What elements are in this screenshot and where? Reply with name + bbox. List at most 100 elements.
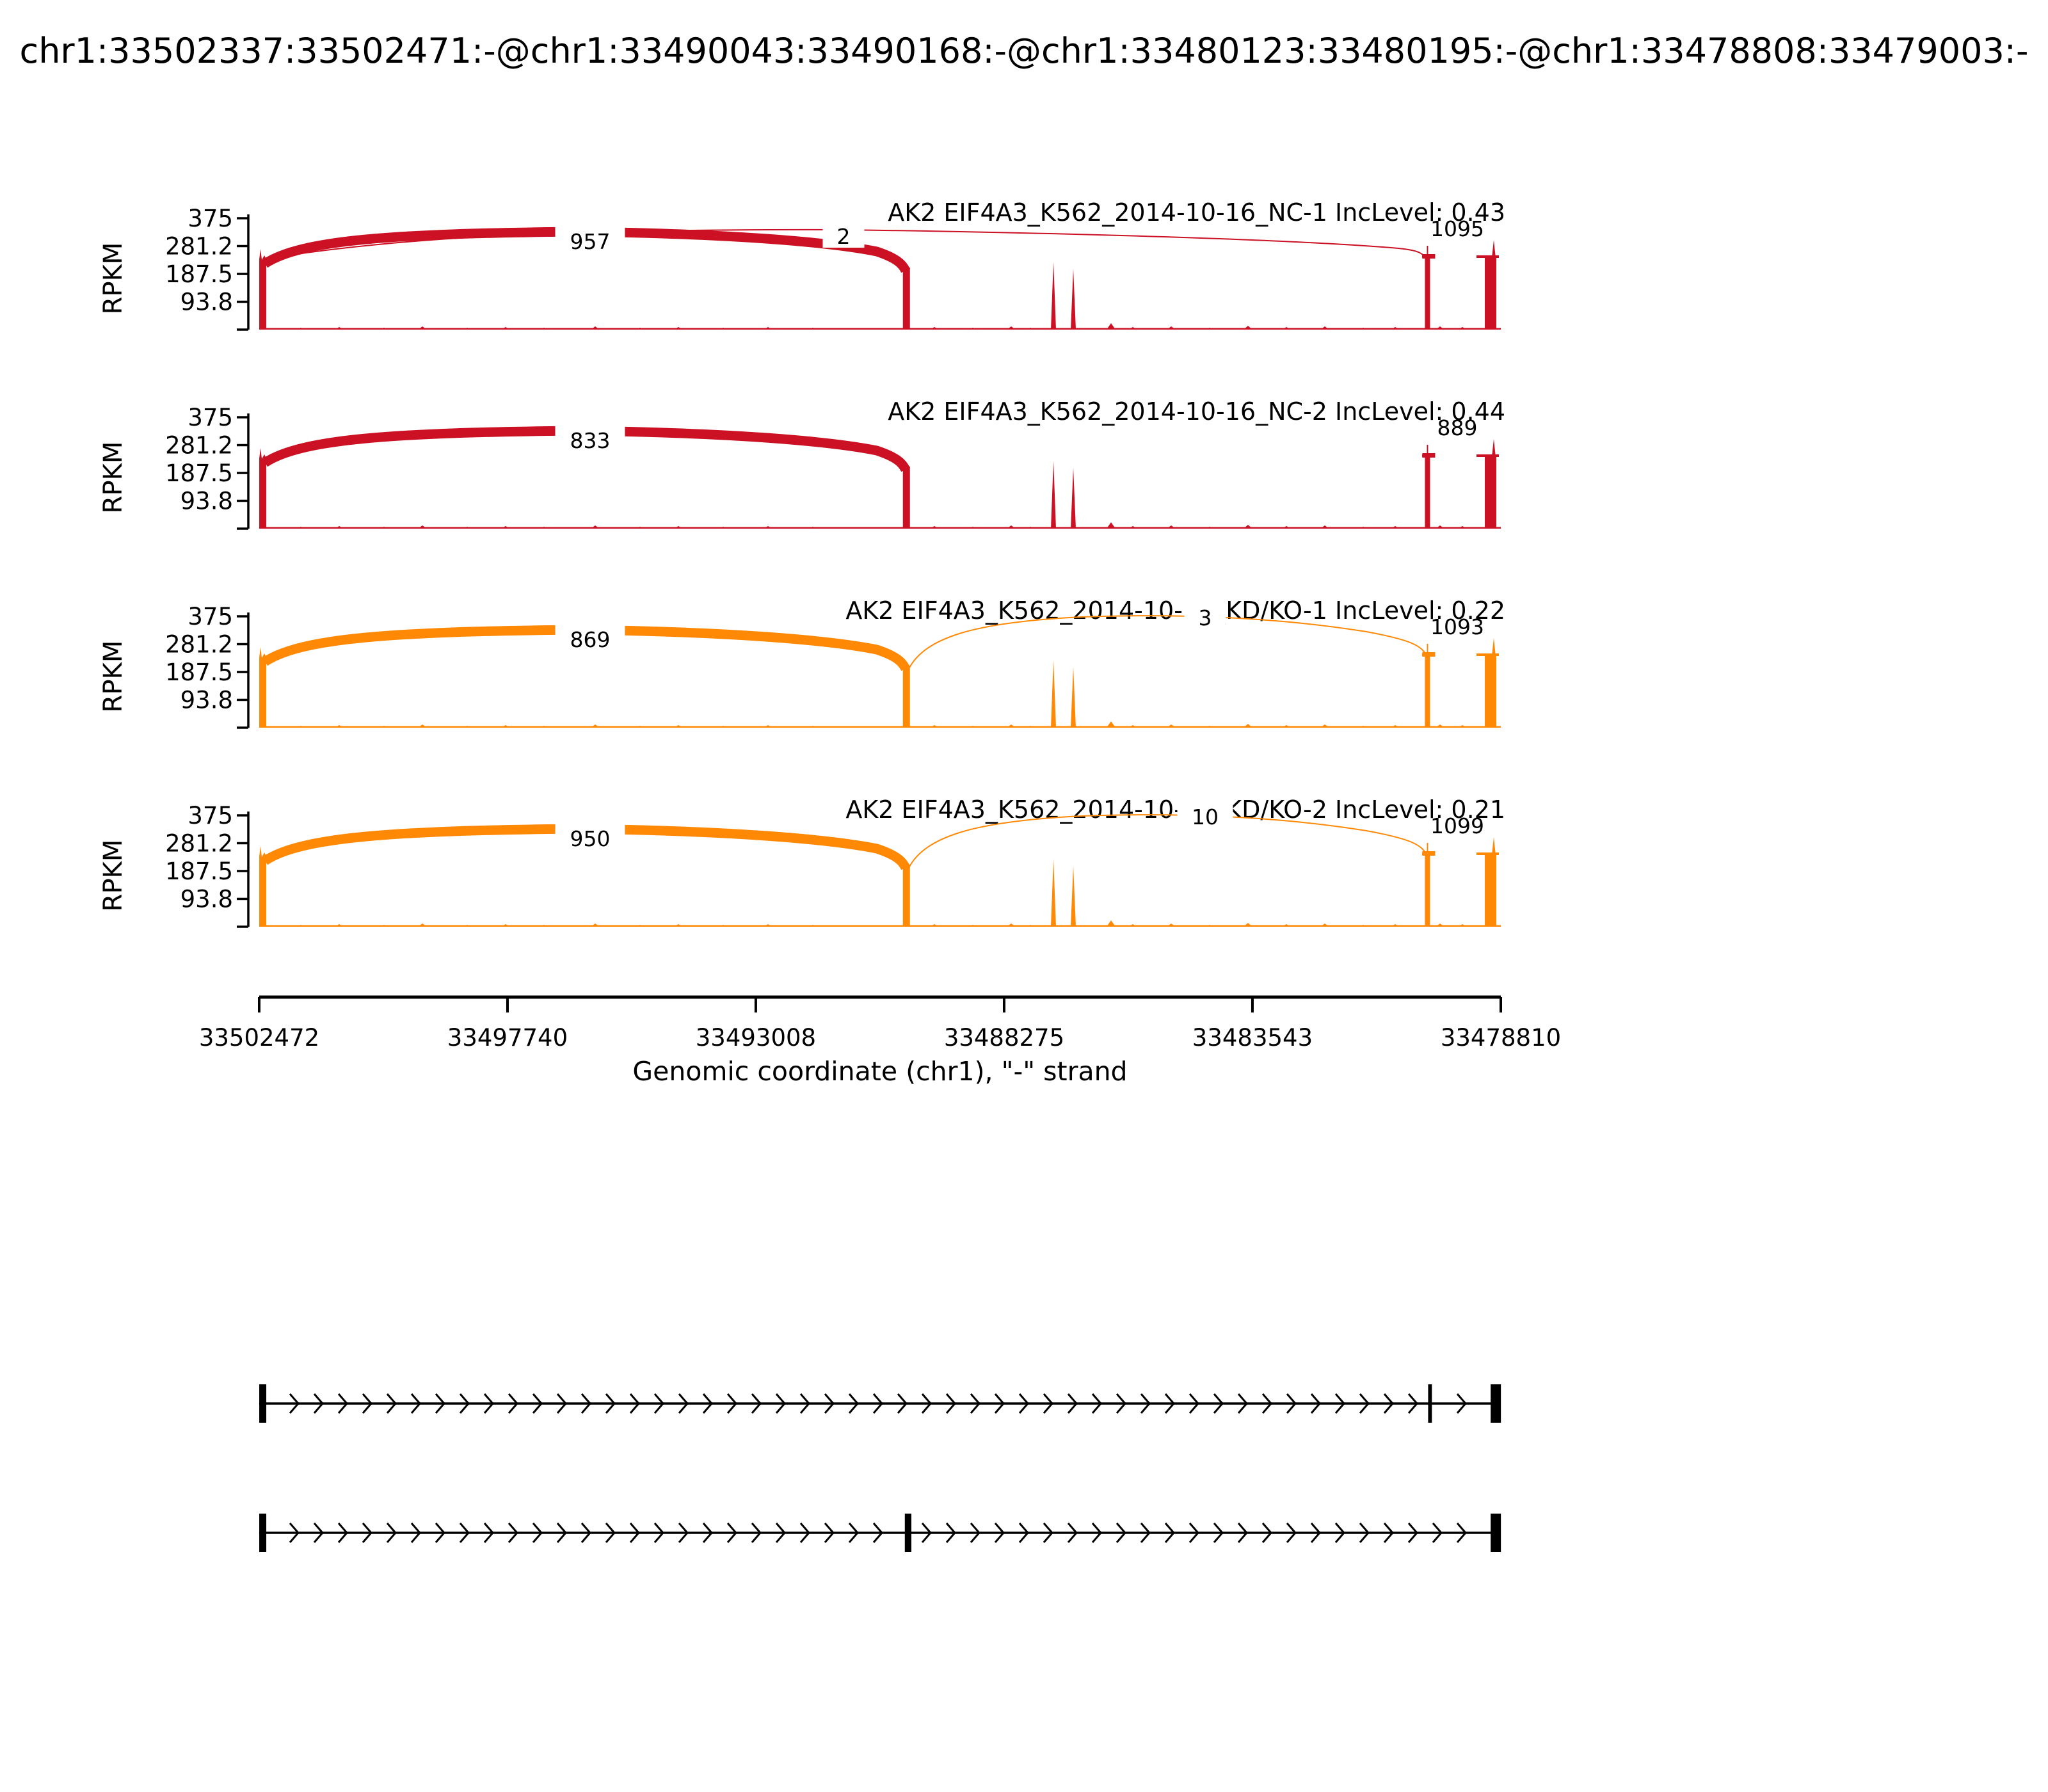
intron-arrow-chevron	[1310, 1523, 1321, 1543]
intron-arrow-chevron	[1018, 1393, 1029, 1414]
junction-count-label: 1095	[1430, 216, 1484, 241]
intron-arrow-chevron	[726, 1393, 737, 1414]
coverage-downstream-spike	[1492, 837, 1496, 855]
intron-arrow-chevron	[1067, 1393, 1078, 1414]
coverage-noise	[1107, 323, 1116, 330]
coverage-downstream-spike	[1492, 240, 1496, 258]
junction-count-label: 1093	[1430, 614, 1484, 639]
coverage-noise	[764, 526, 772, 529]
intron-arrow-chevron	[1043, 1523, 1053, 1543]
coverage-noise	[296, 527, 305, 529]
x-tick-label: 33478810	[1441, 1024, 1561, 1052]
intron-arrow-chevron	[1261, 1523, 1272, 1543]
y-tick-label: 375	[188, 205, 233, 232]
junction-count-label: 10	[1192, 804, 1219, 829]
intron-arrow-chevron	[532, 1393, 543, 1414]
y-tick-label: 281.2	[165, 830, 233, 858]
coverage-spike	[1071, 468, 1076, 529]
coverage-noise	[463, 925, 472, 927]
coverage-noise	[1391, 924, 1400, 927]
intron-arrow-chevron	[848, 1393, 859, 1414]
junction-label-box	[822, 217, 865, 248]
coverage-noise	[335, 327, 344, 330]
coverage-noise	[296, 726, 305, 728]
intron-arrow-chevron	[459, 1393, 470, 1414]
intron-arrow-chevron	[1334, 1523, 1345, 1543]
coverage-downstream-exon	[1485, 457, 1496, 529]
track-title: AK2 EIF4A3_K562_2014-10-16_NC-2 IncLevel…	[888, 397, 1505, 426]
coverage-noise	[418, 924, 427, 927]
intron-arrow-chevron	[702, 1523, 713, 1543]
coverage-spike	[1051, 262, 1056, 330]
coverage-upstream-exon	[259, 846, 267, 927]
coverage-noise	[1244, 326, 1252, 330]
coverage-mxe2-spike	[1427, 246, 1428, 255]
coverage-baseline	[259, 925, 1501, 927]
coverage-noise	[719, 328, 728, 330]
coverage-noise	[296, 328, 305, 330]
intron-arrow-chevron	[1213, 1393, 1224, 1414]
coverage-noise	[1205, 328, 1214, 330]
x-axis-title: Genomic coordinate (chr1), "-" strand	[632, 1056, 1127, 1087]
coverage-noise	[380, 726, 388, 728]
coverage-noise	[674, 725, 683, 728]
coverage-noise	[1007, 724, 1016, 728]
intron-arrow-chevron	[605, 1523, 616, 1543]
coverage-noise	[1282, 924, 1291, 927]
intron-arrow-chevron	[1432, 1523, 1443, 1543]
coverage-noise	[808, 925, 817, 927]
intron-arrow-chevron	[897, 1393, 908, 1414]
coverage-noise	[335, 725, 344, 728]
coverage-mxe1-exon	[902, 865, 910, 927]
coverage-downstream-spike	[1492, 439, 1496, 457]
coverage-noise	[1458, 327, 1467, 330]
coverage-noise	[1436, 724, 1444, 728]
coverage-noise	[674, 526, 683, 529]
intron-arrow-chevron	[1213, 1523, 1224, 1543]
isoform-mxe1	[259, 1514, 1501, 1552]
coverage-noise	[1320, 724, 1329, 728]
intron-arrow-chevron	[386, 1523, 397, 1543]
intron-arrow-chevron	[337, 1393, 348, 1414]
track-title: AK2 EIF4A3_K562_2014-10-16_KD/KO-1 IncLe…	[845, 596, 1505, 625]
coverage-noise	[1436, 924, 1444, 927]
coverage-area	[259, 439, 1501, 529]
y-tick-label: 375	[188, 603, 233, 630]
coverage-noise	[1320, 525, 1329, 529]
intron-arrow-chevron	[483, 1523, 494, 1543]
track-title: AK2 EIF4A3_K562_2014-10-16_NC-1 IncLevel…	[888, 198, 1505, 227]
coverage-spike	[1071, 269, 1076, 330]
intron-arrow-chevron	[1018, 1523, 1029, 1543]
coverage-noise	[380, 527, 388, 529]
intron-arrow-chevron	[435, 1523, 445, 1543]
coverage-noise	[1026, 925, 1035, 927]
coverage-downstream-exon	[1485, 656, 1496, 728]
exon-upstream	[259, 1514, 267, 1552]
coverage-noise	[1107, 920, 1116, 927]
intron-arrow-chevron	[848, 1523, 859, 1543]
coverage-noise	[463, 527, 472, 529]
y-axis-title: RPKM	[99, 442, 128, 514]
intron-arrow-chevron	[1164, 1523, 1175, 1543]
coverage-noise	[1282, 327, 1291, 330]
coverage-downstream-exon	[1485, 855, 1496, 927]
coverage-mxe2-exon	[1425, 657, 1430, 728]
coverage-noise	[1359, 328, 1368, 330]
coverage-noise	[501, 924, 510, 927]
intron-arrow-chevron	[1456, 1393, 1467, 1414]
intron-arrow-chevron	[1407, 1393, 1418, 1414]
junction-arcs	[262, 426, 1499, 472]
junction-count-label: 2	[837, 224, 851, 249]
intron-arrow-chevron	[678, 1393, 689, 1414]
intron-arrow-chevron	[653, 1393, 664, 1414]
coverage-noise	[930, 924, 939, 927]
coverage-noise	[719, 527, 728, 529]
track-title: AK2 EIF4A3_K562_2014-10-16_KD/KO-2 IncLe…	[845, 796, 1505, 824]
coverage-noise	[1458, 924, 1467, 927]
coverage-noise	[1359, 925, 1368, 927]
coverage-mxe2-exon	[1425, 856, 1430, 927]
intron-arrow-chevron	[1359, 1523, 1370, 1543]
coverage-noise	[930, 725, 939, 728]
coverage-noise	[1167, 326, 1176, 330]
